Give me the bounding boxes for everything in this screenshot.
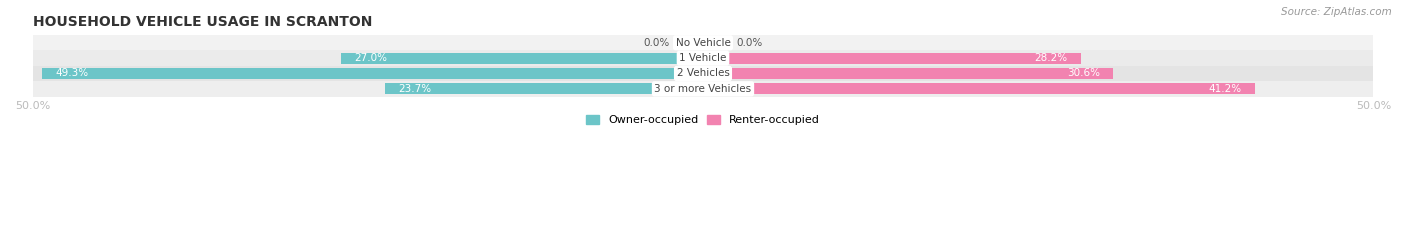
Text: 28.2%: 28.2%: [1035, 53, 1067, 63]
Bar: [703, 83, 1256, 94]
Bar: [32, 51, 1374, 66]
Bar: [42, 68, 703, 79]
Text: 0.0%: 0.0%: [643, 38, 669, 48]
Bar: [32, 66, 1374, 81]
Legend: Owner-occupied, Renter-occupied: Owner-occupied, Renter-occupied: [581, 110, 825, 130]
Text: 0.0%: 0.0%: [737, 38, 763, 48]
Text: 23.7%: 23.7%: [399, 84, 432, 94]
Text: 30.6%: 30.6%: [1067, 69, 1099, 79]
Text: 27.0%: 27.0%: [354, 53, 388, 63]
Text: No Vehicle: No Vehicle: [675, 38, 731, 48]
Text: 2 Vehicles: 2 Vehicles: [676, 69, 730, 79]
Text: 41.2%: 41.2%: [1209, 84, 1241, 94]
Text: Source: ZipAtlas.com: Source: ZipAtlas.com: [1281, 7, 1392, 17]
Text: 49.3%: 49.3%: [55, 69, 89, 79]
Bar: [385, 83, 703, 94]
Bar: [32, 81, 1374, 96]
Text: HOUSEHOLD VEHICLE USAGE IN SCRANTON: HOUSEHOLD VEHICLE USAGE IN SCRANTON: [32, 15, 373, 29]
Bar: [342, 53, 703, 64]
Bar: [703, 68, 1114, 79]
Text: 3 or more Vehicles: 3 or more Vehicles: [654, 84, 752, 94]
Bar: [703, 53, 1081, 64]
Text: 1 Vehicle: 1 Vehicle: [679, 53, 727, 63]
Bar: [32, 35, 1374, 51]
